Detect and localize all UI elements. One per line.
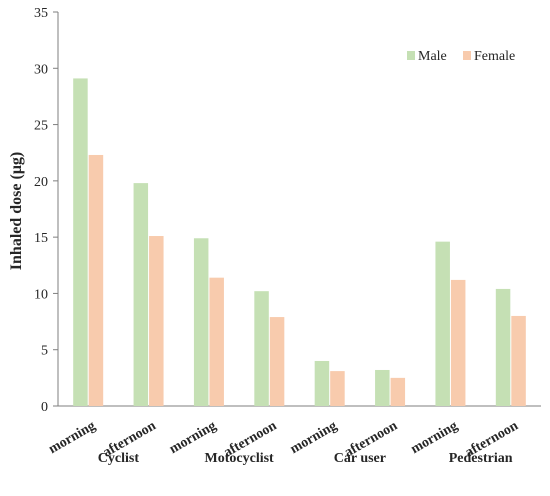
bar-female-5	[390, 377, 406, 406]
y-tick-label: 15	[34, 231, 48, 246]
y-tick-label: 35	[34, 6, 48, 21]
bar-male-4	[314, 360, 330, 406]
bar-male-5	[375, 369, 390, 406]
legend-label: Male	[418, 49, 447, 64]
legend-swatch-male	[407, 51, 415, 60]
bars	[73, 78, 526, 406]
y-tick-label: 25	[34, 119, 48, 134]
bar-male-3	[254, 291, 269, 406]
legend-label: Female	[474, 49, 515, 64]
group-label: Car user	[334, 451, 386, 466]
y-tick-label: 5	[41, 344, 48, 359]
legend-swatch-female	[463, 51, 471, 60]
bar-male-7	[495, 288, 511, 406]
legend: Male Female	[407, 49, 515, 64]
y-tick-label: 0	[41, 400, 48, 415]
bar-female-1	[149, 236, 164, 406]
bar-female-2	[209, 277, 224, 406]
group-label: Pedestrian	[449, 451, 513, 466]
y-tick-label: 30	[34, 62, 48, 77]
bar-male-6	[435, 241, 450, 406]
y-tick-label: 20	[34, 175, 48, 190]
category-label: morning	[46, 418, 98, 457]
bar-female-0	[88, 154, 104, 406]
group-label: Motocyclist	[205, 451, 275, 466]
bar-male-2	[193, 238, 209, 406]
y-tick-label: 10	[34, 287, 48, 302]
category-label: morning	[288, 418, 340, 457]
bar-male-0	[73, 78, 88, 406]
bar-male-1	[133, 183, 149, 406]
bar-female-3	[269, 317, 285, 406]
y-axis-label: Inhaled dose (μg)	[8, 152, 25, 270]
bar-female-7	[511, 315, 526, 406]
axes	[53, 11, 541, 407]
bar-female-6	[450, 279, 466, 406]
bar-female-4	[330, 371, 345, 406]
group-label: Cyclist	[98, 451, 140, 466]
